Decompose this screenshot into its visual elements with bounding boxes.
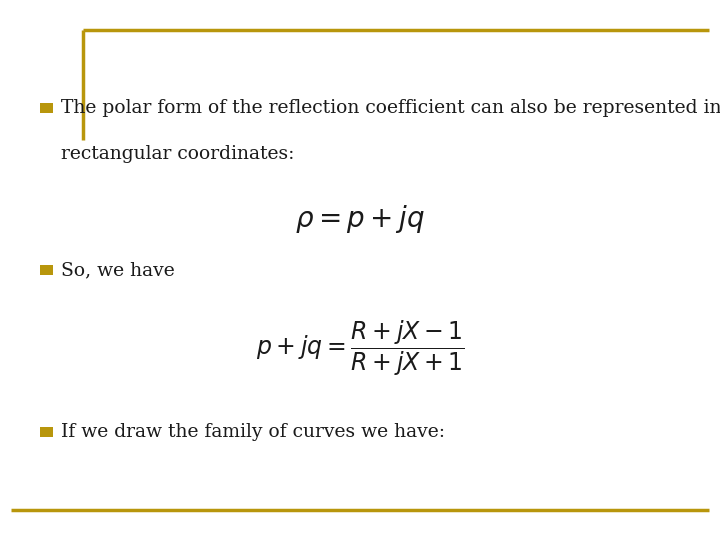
Text: So, we have: So, we have <box>61 261 175 279</box>
Text: The polar form of the reflection coefficient can also be represented in: The polar form of the reflection coeffic… <box>61 99 720 117</box>
Text: rectangular coordinates:: rectangular coordinates: <box>61 145 294 163</box>
FancyBboxPatch shape <box>40 103 53 113</box>
Text: If we draw the family of curves we have:: If we draw the family of curves we have: <box>61 423 445 441</box>
FancyBboxPatch shape <box>40 265 53 275</box>
FancyBboxPatch shape <box>40 427 53 437</box>
Text: $\rho = p + jq$: $\rho = p + jq$ <box>295 202 425 235</box>
Text: $p + jq = \dfrac{R + jX - 1}{R + jX + 1}$: $p + jq = \dfrac{R + jX - 1}{R + jX + 1}… <box>256 319 464 378</box>
